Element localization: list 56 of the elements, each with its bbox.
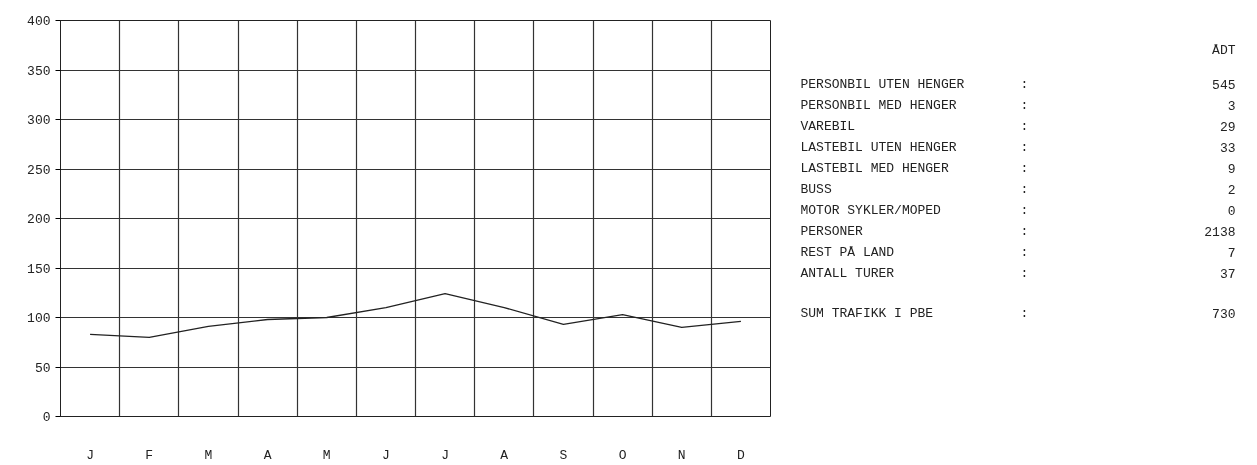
text: ÅDT xyxy=(1212,42,1236,58)
text: PERSONBIL UTEN HENGER xyxy=(800,76,965,92)
text: REST PÅ LAND xyxy=(800,245,895,261)
text: : xyxy=(1020,97,1029,113)
x-tick-label: O xyxy=(618,447,627,463)
text: : xyxy=(1020,224,1029,240)
text: VAREBIL xyxy=(800,118,856,134)
text: : xyxy=(1020,139,1029,155)
text: : xyxy=(1020,118,1029,134)
text: : xyxy=(1020,245,1029,261)
y-tick-label: 100 xyxy=(27,311,51,326)
text: LASTEBIL UTEN HENGER xyxy=(800,139,957,155)
line-series xyxy=(89,293,742,338)
x-tick-label: M xyxy=(322,447,331,463)
text: LASTEBIL MED HENGER xyxy=(800,161,949,177)
text: : xyxy=(1020,76,1029,92)
x-tick-label: D xyxy=(737,447,746,463)
text: 29 xyxy=(1219,119,1236,135)
x-tick-label: N xyxy=(677,447,686,463)
text: 37 xyxy=(1219,267,1236,283)
text: : xyxy=(1020,182,1029,198)
y-tick-label: 250 xyxy=(27,162,51,178)
x-tick-label: A xyxy=(500,447,509,463)
text: : xyxy=(1020,305,1029,321)
x-tick-label: J xyxy=(382,447,390,463)
text: 2138 xyxy=(1204,225,1236,241)
text: 545 xyxy=(1212,77,1236,93)
y-tick-label: 400 xyxy=(27,14,51,29)
text: PERSONER xyxy=(800,224,864,240)
text: PERSONBIL MED HENGER xyxy=(800,97,957,113)
y-tick-label: 150 xyxy=(27,261,51,277)
x-tick-label: J xyxy=(86,447,94,463)
text: MOTOR SYKLER/MOPED xyxy=(800,203,942,219)
y-tick-label: 300 xyxy=(27,113,51,128)
x-tick-label: F xyxy=(145,447,154,463)
x-tick-label: M xyxy=(204,447,213,463)
text: 33 xyxy=(1219,140,1236,156)
x-tick-label: J xyxy=(441,447,449,463)
text: : xyxy=(1020,203,1029,219)
y-tick-label: 350 xyxy=(27,63,51,79)
x-tick-label: A xyxy=(263,447,272,463)
text: 3 xyxy=(1227,98,1236,114)
text: 730 xyxy=(1212,306,1236,322)
text: 0 xyxy=(1227,204,1236,220)
y-tick-label: 50 xyxy=(34,360,51,376)
text: ANTALL TURER xyxy=(800,266,895,282)
x-tick-label: S xyxy=(559,447,568,463)
y-tick-label: 0 xyxy=(42,410,51,425)
text: : xyxy=(1020,266,1029,282)
text: BUSS xyxy=(800,182,832,198)
y-tick-label: 200 xyxy=(27,212,51,227)
text: SUM TRAFIKK I PBE xyxy=(800,305,934,321)
text: 9 xyxy=(1227,162,1236,178)
text: 2 xyxy=(1227,183,1236,199)
text: : xyxy=(1020,161,1029,177)
text: 7 xyxy=(1227,246,1236,262)
